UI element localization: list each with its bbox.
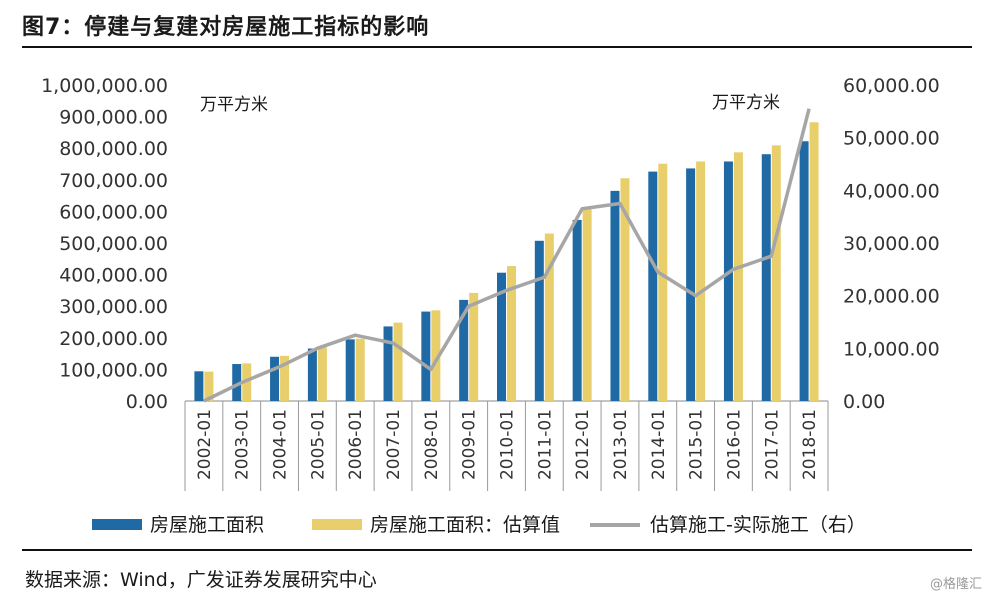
x-tick-label: 2009-01 xyxy=(460,409,480,480)
bar-estimate xyxy=(696,161,706,401)
bar-actual xyxy=(686,168,696,401)
bar-actual xyxy=(270,356,280,401)
legend-label-actual: 房屋施工面积 xyxy=(150,514,264,536)
x-tick-label: 2014-01 xyxy=(649,409,669,480)
y-left-tick-label: 800,000.00 xyxy=(59,138,168,160)
source-note: 数据来源：Wind，广发证券发展研究中心 xyxy=(25,569,377,591)
chart-line xyxy=(203,108,811,403)
x-tick-label: 2004-01 xyxy=(271,409,291,480)
bar-estimate xyxy=(393,322,403,401)
y-right-tick-label: 60,000.00 xyxy=(843,75,940,97)
y-left-tick-label: 900,000.00 xyxy=(59,107,168,129)
y-right-tick-label: 0.00 xyxy=(843,391,885,413)
bar-estimate xyxy=(431,310,441,401)
bar-actual xyxy=(610,190,620,401)
bar-actual xyxy=(572,219,582,401)
x-tick-label: 2007-01 xyxy=(384,409,404,480)
bar-estimate xyxy=(733,152,743,401)
bar-actual xyxy=(307,348,317,401)
y-left-tick-label: 0.00 xyxy=(126,391,168,413)
bar-actual xyxy=(459,299,469,401)
bar-actual xyxy=(648,171,658,401)
bar-estimate xyxy=(582,208,592,401)
source-rule xyxy=(22,549,972,551)
bar-estimate xyxy=(355,338,365,401)
x-tick-label: 2015-01 xyxy=(687,409,707,480)
bar-actual xyxy=(534,240,544,401)
bar-estimate xyxy=(620,178,630,401)
bar-estimate xyxy=(809,122,819,402)
x-tick-label: 2011-01 xyxy=(535,409,555,480)
title-rule xyxy=(22,46,972,48)
unit-left-label: 万平方米 xyxy=(200,95,268,115)
bar-actual xyxy=(232,364,242,401)
bar-actual xyxy=(421,311,431,401)
x-tick-label: 2002-01 xyxy=(195,409,215,480)
bar-estimate xyxy=(658,163,668,401)
bar-estimate xyxy=(771,145,781,401)
y-right-tick-label: 40,000.00 xyxy=(843,180,940,202)
bar-actual xyxy=(723,161,733,401)
y-left-tick-label: 300,000.00 xyxy=(59,296,168,318)
bar-actual xyxy=(497,272,506,401)
bar-estimate xyxy=(507,266,516,401)
y-right-tick-label: 20,000.00 xyxy=(843,286,940,308)
y-left-tick-label: 500,000.00 xyxy=(59,233,168,255)
bar-estimate xyxy=(204,371,214,401)
x-tick-label: 2013-01 xyxy=(611,409,631,480)
y-left-tick-label: 1,000,000.00 xyxy=(41,75,168,97)
bar-actual xyxy=(761,154,771,401)
chart-legend: 房屋施工面积 房屋施工面积：估算值 估算施工-实际施工（右） xyxy=(92,514,866,536)
bar-estimate xyxy=(544,233,554,401)
bar-actual xyxy=(383,326,393,401)
x-tick-label: 2012-01 xyxy=(573,409,593,480)
bar-estimate xyxy=(317,347,327,401)
y-left-tick-label: 700,000.00 xyxy=(59,170,168,192)
y-left-tick-label: 100,000.00 xyxy=(59,359,168,381)
legend-label-difference: 估算施工-实际施工（右） xyxy=(650,514,866,536)
bar-actual xyxy=(194,371,204,401)
x-tick-label: 2018-01 xyxy=(800,409,820,480)
bar-estimate xyxy=(280,355,290,401)
bar-estimate xyxy=(469,292,479,401)
y-right-tick-label: 30,000.00 xyxy=(843,233,940,255)
y-left-tick-label: 200,000.00 xyxy=(59,328,168,350)
x-tick-label: 2005-01 xyxy=(308,409,328,480)
figure-title: 图7：停建与复建对房屋施工指标的影响 xyxy=(22,15,430,40)
legend-swatch-actual xyxy=(92,519,142,530)
chart-axes: 0.00 100,000.00 200,000.00 300,000.00 400,00… xyxy=(41,75,940,491)
x-tick-label: 2006-01 xyxy=(346,409,366,480)
x-tick-label: 2003-01 xyxy=(233,409,253,480)
y-right-tick-label: 10,000.00 xyxy=(843,338,940,360)
bar-actual xyxy=(799,141,809,402)
y-left-tick-label: 600,000.00 xyxy=(59,201,168,223)
watermark: @格隆汇 xyxy=(929,577,982,592)
x-tick-label: 2016-01 xyxy=(724,409,744,480)
chart-bars xyxy=(194,122,819,402)
line-difference xyxy=(203,108,811,403)
bar-actual xyxy=(345,339,355,401)
y-left-tick-label: 400,000.00 xyxy=(59,265,168,287)
x-tick-label: 2010-01 xyxy=(498,409,518,480)
legend-label-estimate: 房屋施工面积：估算值 xyxy=(370,514,560,536)
y-right-tick-label: 50,000.00 xyxy=(843,128,940,150)
legend-swatch-estimate xyxy=(312,519,362,530)
x-tick-label: 2008-01 xyxy=(422,409,442,480)
unit-right-label: 万平方米 xyxy=(712,93,780,113)
x-tick-label: 2017-01 xyxy=(762,409,782,480)
